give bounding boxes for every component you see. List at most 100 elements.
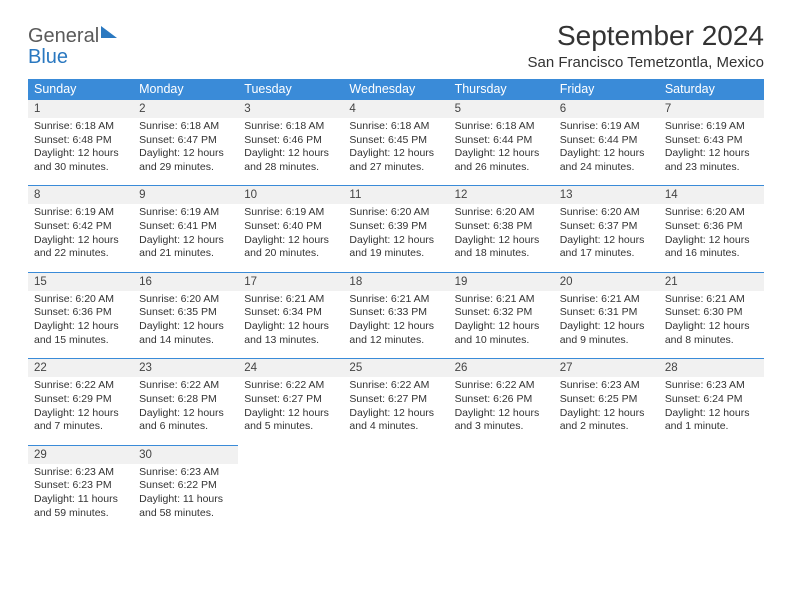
daylight-text-2: and 15 minutes. <box>34 334 127 348</box>
sunrise-text: Sunrise: 6:19 AM <box>244 206 337 220</box>
day-number: 26 <box>449 359 554 377</box>
day-cell: Sunrise: 6:18 AMSunset: 6:47 PMDaylight:… <box>133 118 238 186</box>
logo-word1: General <box>28 25 99 47</box>
daylight-text-2: and 12 minutes. <box>349 334 442 348</box>
day-cell: Sunrise: 6:20 AMSunset: 6:36 PMDaylight:… <box>659 204 764 272</box>
empty-cell <box>238 464 343 532</box>
sunset-text: Sunset: 6:24 PM <box>665 393 758 407</box>
weekday-header: Sunday <box>28 79 133 100</box>
day-cell: Sunrise: 6:18 AMSunset: 6:45 PMDaylight:… <box>343 118 448 186</box>
detail-row: Sunrise: 6:18 AMSunset: 6:48 PMDaylight:… <box>28 118 764 186</box>
sunrise-text: Sunrise: 6:22 AM <box>244 379 337 393</box>
sunrise-text: Sunrise: 6:22 AM <box>34 379 127 393</box>
day-cell: Sunrise: 6:20 AMSunset: 6:35 PMDaylight:… <box>133 291 238 359</box>
sunset-text: Sunset: 6:43 PM <box>665 134 758 148</box>
daylight-text-2: and 1 minute. <box>665 420 758 434</box>
sunrise-text: Sunrise: 6:20 AM <box>560 206 653 220</box>
daylight-text-2: and 13 minutes. <box>244 334 337 348</box>
day-cell: Sunrise: 6:21 AMSunset: 6:32 PMDaylight:… <box>449 291 554 359</box>
day-cell: Sunrise: 6:23 AMSunset: 6:23 PMDaylight:… <box>28 464 133 532</box>
day-cell: Sunrise: 6:22 AMSunset: 6:27 PMDaylight:… <box>238 377 343 445</box>
day-number: 24 <box>238 359 343 377</box>
day-number: 25 <box>343 359 448 377</box>
sunrise-text: Sunrise: 6:21 AM <box>244 293 337 307</box>
sunrise-text: Sunrise: 6:18 AM <box>244 120 337 134</box>
sunrise-text: Sunrise: 6:19 AM <box>139 206 232 220</box>
sunset-text: Sunset: 6:32 PM <box>455 306 548 320</box>
daylight-text-1: Daylight: 12 hours <box>665 407 758 421</box>
daylight-text-2: and 26 minutes. <box>455 161 548 175</box>
day-cell: Sunrise: 6:18 AMSunset: 6:48 PMDaylight:… <box>28 118 133 186</box>
sunrise-text: Sunrise: 6:23 AM <box>665 379 758 393</box>
day-cell: Sunrise: 6:22 AMSunset: 6:27 PMDaylight:… <box>343 377 448 445</box>
sunset-text: Sunset: 6:44 PM <box>560 134 653 148</box>
daynum-row: 891011121314 <box>28 186 764 204</box>
daylight-text-2: and 17 minutes. <box>560 247 653 261</box>
weekday-header: Friday <box>554 79 659 100</box>
day-cell: Sunrise: 6:21 AMSunset: 6:33 PMDaylight:… <box>343 291 448 359</box>
daylight-text-1: Daylight: 12 hours <box>244 234 337 248</box>
weekday-header: Saturday <box>659 79 764 100</box>
sunrise-text: Sunrise: 6:20 AM <box>455 206 548 220</box>
daylight-text-1: Daylight: 12 hours <box>34 234 127 248</box>
sunset-text: Sunset: 6:28 PM <box>139 393 232 407</box>
empty-cell <box>343 464 448 532</box>
daylight-text-1: Daylight: 12 hours <box>139 147 232 161</box>
daylight-text-1: Daylight: 12 hours <box>139 320 232 334</box>
sunset-text: Sunset: 6:36 PM <box>34 306 127 320</box>
daylight-text-2: and 27 minutes. <box>349 161 442 175</box>
day-cell: Sunrise: 6:19 AMSunset: 6:41 PMDaylight:… <box>133 204 238 272</box>
sunrise-text: Sunrise: 6:20 AM <box>349 206 442 220</box>
day-cell: Sunrise: 6:22 AMSunset: 6:29 PMDaylight:… <box>28 377 133 445</box>
day-cell: Sunrise: 6:20 AMSunset: 6:36 PMDaylight:… <box>28 291 133 359</box>
daylight-text-1: Daylight: 12 hours <box>139 234 232 248</box>
day-cell: Sunrise: 6:19 AMSunset: 6:40 PMDaylight:… <box>238 204 343 272</box>
weekday-header: Thursday <box>449 79 554 100</box>
daylight-text-2: and 6 minutes. <box>139 420 232 434</box>
day-number: 1 <box>28 100 133 118</box>
sunrise-text: Sunrise: 6:21 AM <box>665 293 758 307</box>
daylight-text-1: Daylight: 12 hours <box>560 147 653 161</box>
sunset-text: Sunset: 6:36 PM <box>665 220 758 234</box>
day-cell: Sunrise: 6:18 AMSunset: 6:44 PMDaylight:… <box>449 118 554 186</box>
day-number: 20 <box>554 272 659 290</box>
sunrise-text: Sunrise: 6:19 AM <box>560 120 653 134</box>
day-number: 15 <box>28 272 133 290</box>
daylight-text-2: and 19 minutes. <box>349 247 442 261</box>
day-number: 3 <box>238 100 343 118</box>
daylight-text-2: and 22 minutes. <box>34 247 127 261</box>
day-number: 10 <box>238 186 343 204</box>
day-number: 30 <box>133 445 238 463</box>
sunset-text: Sunset: 6:44 PM <box>455 134 548 148</box>
weekday-header-row: SundayMondayTuesdayWednesdayThursdayFrid… <box>28 79 764 100</box>
daylight-text-1: Daylight: 12 hours <box>455 407 548 421</box>
sunset-text: Sunset: 6:46 PM <box>244 134 337 148</box>
daylight-text-2: and 16 minutes. <box>665 247 758 261</box>
day-cell: Sunrise: 6:20 AMSunset: 6:38 PMDaylight:… <box>449 204 554 272</box>
sunset-text: Sunset: 6:34 PM <box>244 306 337 320</box>
daylight-text-1: Daylight: 12 hours <box>244 320 337 334</box>
logo-text: General Blue <box>28 26 117 68</box>
sunset-text: Sunset: 6:33 PM <box>349 306 442 320</box>
daylight-text-2: and 23 minutes. <box>665 161 758 175</box>
day-cell: Sunrise: 6:21 AMSunset: 6:31 PMDaylight:… <box>554 291 659 359</box>
daylight-text-2: and 58 minutes. <box>139 507 232 521</box>
daylight-text-1: Daylight: 12 hours <box>139 407 232 421</box>
daynum-row: 22232425262728 <box>28 359 764 377</box>
daylight-text-2: and 28 minutes. <box>244 161 337 175</box>
daylight-text-2: and 7 minutes. <box>34 420 127 434</box>
daylight-text-1: Daylight: 12 hours <box>244 147 337 161</box>
sunrise-text: Sunrise: 6:19 AM <box>665 120 758 134</box>
daylight-text-2: and 20 minutes. <box>244 247 337 261</box>
day-number: 29 <box>28 445 133 463</box>
day-number: 18 <box>343 272 448 290</box>
daylight-text-1: Daylight: 12 hours <box>560 234 653 248</box>
sunset-text: Sunset: 6:22 PM <box>139 479 232 493</box>
logo-triangle-icon <box>101 26 117 38</box>
daylight-text-1: Daylight: 12 hours <box>349 234 442 248</box>
daylight-text-1: Daylight: 12 hours <box>455 147 548 161</box>
sunset-text: Sunset: 6:37 PM <box>560 220 653 234</box>
sunset-text: Sunset: 6:26 PM <box>455 393 548 407</box>
daylight-text-2: and 30 minutes. <box>34 161 127 175</box>
sunset-text: Sunset: 6:30 PM <box>665 306 758 320</box>
